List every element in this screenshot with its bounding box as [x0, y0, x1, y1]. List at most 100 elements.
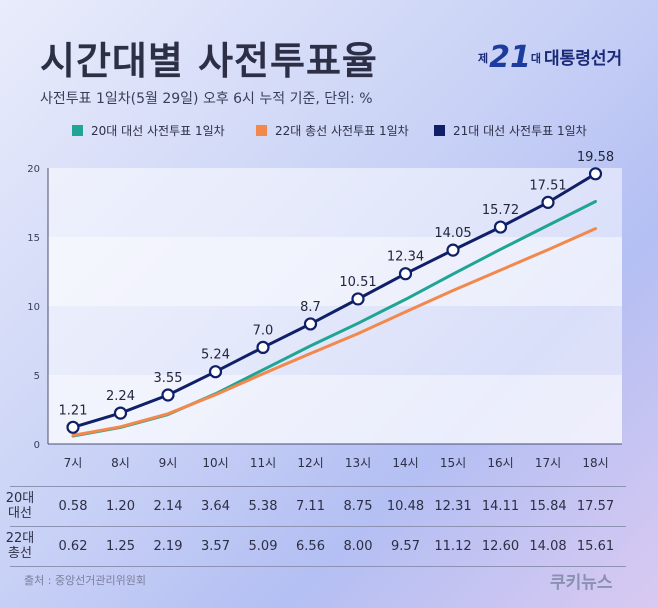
- logo-name: 대통령선거: [544, 49, 623, 69]
- source-note: 출처 : 중앙선거관리위원회: [24, 574, 147, 587]
- data-label: 15.72: [482, 203, 519, 218]
- page-subtitle: 사전투표 1일차(5월 29일) 오후 6시 누적 기준, 단위: %: [40, 91, 373, 107]
- table-cell: 10.48: [386, 499, 425, 514]
- x-tick-label: 9시: [159, 456, 178, 470]
- grid-band: [48, 237, 622, 306]
- data-label: 12.34: [387, 250, 424, 265]
- data-point: [256, 340, 270, 354]
- table-cell: 5.38: [248, 499, 278, 514]
- data-point: [161, 388, 175, 402]
- data-label: 1.21: [59, 403, 88, 418]
- table-cell: 3.57: [201, 539, 230, 554]
- x-tick-label: 10시: [202, 456, 228, 470]
- data-label: 10.51: [339, 275, 376, 290]
- data-label: 19.58: [577, 150, 614, 165]
- x-tick-label: 7시: [64, 456, 83, 470]
- y-tick-label: 5: [34, 371, 40, 382]
- legend-label-20: 20대 대선 사전투표 1일차: [91, 124, 225, 138]
- logo-suffix: 대: [530, 52, 541, 65]
- table-row-label-22-line2: 총선: [8, 546, 32, 561]
- table-cell: 0.62: [58, 539, 88, 554]
- table-cell: 15.61: [576, 539, 615, 554]
- data-point: [303, 317, 318, 331]
- data-point: [398, 267, 413, 281]
- y-tick-label: 20: [27, 164, 40, 175]
- table-cell: 12.31: [434, 499, 472, 514]
- table-cell: 2.19: [153, 539, 183, 554]
- table-cell: 8.00: [343, 539, 373, 554]
- table-cell: 2.14: [153, 499, 183, 514]
- election-logo: 제 21 대 대통령선거: [478, 40, 623, 75]
- data-label: 2.24: [106, 389, 135, 404]
- series-line-2: [71, 172, 597, 429]
- y-tick-label: 0: [34, 440, 40, 451]
- x-tick-label: 13시: [345, 456, 371, 470]
- x-tick-label: 8시: [111, 456, 130, 470]
- data-point: [493, 220, 508, 234]
- x-tick-label: 16시: [487, 456, 513, 470]
- data-point: [446, 243, 460, 257]
- table-row-20: 20대 대선 0.58 1.20 2.14 3.64 5.38 7.11 8.75 10.48…: [0, 487, 658, 527]
- table-row-label-22-line1: 22대: [5, 531, 35, 546]
- x-tick-label: 18시: [582, 456, 608, 470]
- legend-item-20: 20대 대선 사전투표 1일차: [72, 122, 225, 139]
- x-tick-label: 12시: [297, 456, 323, 470]
- table-row-label-20: 20대 대선: [0, 491, 40, 521]
- table-cell: 17.57: [576, 499, 615, 514]
- legend-swatch-22: [256, 125, 267, 136]
- table-cell: 1.25: [106, 539, 135, 554]
- table-cell: 15.84: [529, 499, 567, 514]
- data-label: 17.51: [529, 178, 566, 193]
- legend-label-22: 22대 총선 사전투표 1일차: [275, 124, 409, 138]
- data-point: [351, 292, 365, 306]
- x-tick-label: 15시: [440, 456, 466, 470]
- data-point: [113, 406, 128, 420]
- table-cell: 3.64: [201, 499, 230, 514]
- table-divider-top: [10, 486, 626, 487]
- grid-band: [48, 375, 622, 444]
- y-tick-label: 15: [27, 233, 40, 244]
- legend-label-21: 21대 대선 사전투표 1일차: [453, 124, 587, 138]
- table-divider-mid: [10, 526, 626, 527]
- legend-swatch-20: [72, 125, 83, 136]
- data-label: 8.7: [300, 300, 321, 315]
- data-label: 7.0: [253, 323, 274, 338]
- table-cell: 12.60: [481, 539, 520, 554]
- data-label: 3.55: [154, 371, 183, 386]
- table-cell: 5.09: [248, 539, 278, 554]
- table-cell: 14.08: [529, 539, 567, 554]
- table-cell: 14.11: [481, 499, 520, 514]
- table-row-22: 22대 총선 0.62 1.25 2.19 3.57 5.09 6.56 8.00 9.57 1…: [0, 527, 658, 567]
- table-cell: 9.57: [391, 539, 420, 554]
- data-point: [541, 195, 555, 209]
- table-row-label-22: 22대 총선: [0, 531, 40, 561]
- brand-logo: 쿠키뉴스: [550, 573, 613, 593]
- legend-item-21: 21대 대선 사전투표 1일차: [434, 122, 587, 139]
- data-label: 14.05: [434, 226, 471, 241]
- logo-number: 21: [489, 40, 531, 75]
- table-cell: 8.75: [343, 499, 373, 514]
- data-point: [66, 420, 80, 434]
- page-title: 시간대별 사전투표율: [40, 39, 378, 83]
- data-point: [588, 167, 603, 181]
- y-tick-label: 10: [27, 302, 40, 313]
- line-chart: 0 5 10 15 20 7시 8시 9시 10시 11시 12시 13시 14시 15시 16시 17시 18…: [27, 150, 622, 470]
- table-cell: 7.11: [296, 499, 325, 514]
- x-tick-label: 14시: [392, 456, 418, 470]
- series-line-1: [71, 227, 597, 437]
- table-cell: 11.12: [434, 539, 472, 554]
- legend-swatch-21: [434, 125, 445, 136]
- table-row-label-20-line2: 대선: [8, 506, 32, 521]
- x-tick-label: 17시: [535, 456, 561, 470]
- chart-legend: 20대 대선 사전투표 1일차 22대 총선 사전투표 1일차 21대 대선 사…: [0, 122, 658, 142]
- table-divider-bottom: [10, 566, 626, 567]
- data-label: 5.24: [201, 348, 230, 363]
- table-cell: 1.20: [106, 499, 135, 514]
- table-row-label-20-line1: 20대: [5, 491, 35, 506]
- table-cell: 0.58: [58, 499, 88, 514]
- legend-item-22: 22대 총선 사전투표 1일차: [256, 122, 409, 139]
- x-tick-label: 11시: [250, 456, 276, 470]
- table-cell: 6.56: [296, 539, 325, 554]
- data-point: [208, 365, 223, 379]
- logo-prefix: 제: [478, 52, 489, 65]
